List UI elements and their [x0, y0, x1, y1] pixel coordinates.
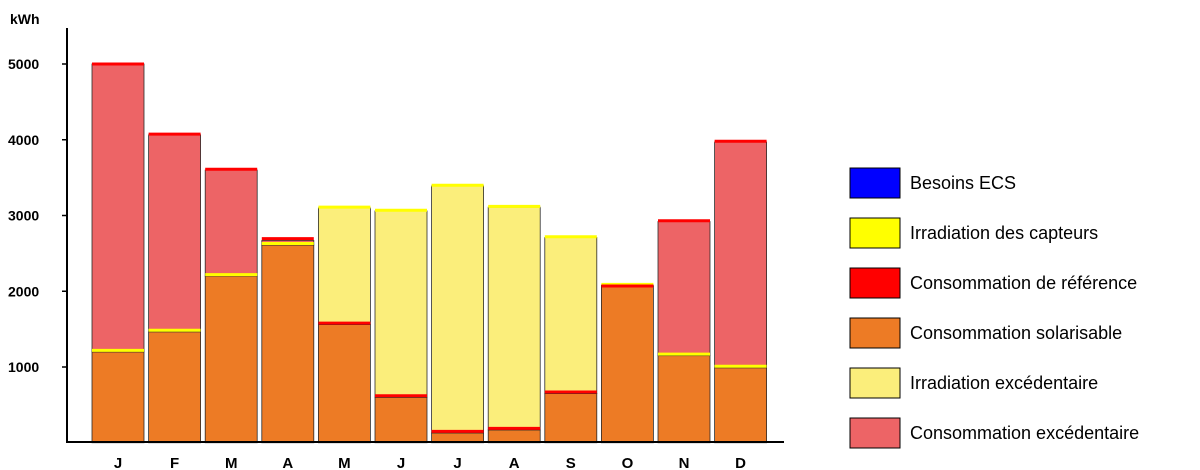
legend-swatch [849, 167, 901, 199]
legend-label: Irradiation excédentaire [910, 373, 1098, 393]
bar-segment [317, 324, 371, 444]
legend-swatch [849, 317, 901, 349]
x-tick-label: F [170, 455, 179, 470]
y-axis-label: kWh [10, 11, 40, 27]
legend-label: Consommation de référence [910, 273, 1137, 293]
x-tick-label: M [338, 455, 351, 470]
bar-segment [374, 396, 428, 444]
x-tick-label: D [735, 455, 746, 470]
bar-segment [714, 141, 767, 369]
bar-segment [204, 169, 258, 277]
x-tick-label: S [566, 455, 576, 470]
bar-segment [714, 367, 767, 444]
legend-label: Besoins ECS [910, 173, 1016, 193]
y-tick-label: 5000 [8, 56, 39, 72]
bar-segment [544, 237, 598, 394]
legend-swatch [849, 367, 901, 399]
legend-swatch [849, 217, 901, 249]
x-tick-label: J [397, 455, 405, 470]
x-tick-label: A [282, 455, 293, 470]
bar-segment [91, 351, 145, 444]
legend-label: Consommation excédentaire [910, 423, 1139, 443]
x-tick-label: J [114, 455, 122, 470]
y-tick-label: 1000 [8, 359, 39, 375]
bars-layer [91, 62, 767, 444]
y-tick-label: 3000 [8, 208, 39, 224]
bar-segment [374, 210, 428, 398]
legend-swatch [849, 267, 901, 299]
x-tick-label: J [453, 455, 461, 470]
bar-segment [601, 286, 654, 444]
axes-layer: J F M A M J J A S O N D 1000 2000 3000 4000 5000 [8, 28, 784, 470]
bar-segment [487, 429, 541, 444]
bar-segment [204, 275, 258, 444]
legend-label: Irradiation des capteurs [910, 223, 1098, 243]
x-tick-label: O [622, 455, 634, 470]
bar-segment [544, 393, 598, 444]
bar-segment [317, 207, 371, 325]
bar-segment [657, 221, 711, 357]
bar-segment [657, 355, 711, 444]
bar-segment [91, 63, 145, 353]
x-tick-label: M [225, 455, 238, 470]
y-tick-label: 4000 [8, 132, 39, 148]
legend-swatch [849, 417, 901, 449]
bar-segment [148, 331, 202, 444]
x-tick-label: N [679, 455, 690, 470]
bar-segment [261, 244, 315, 444]
legend: Besoins ECS Irradiation des capteurs Conso… [849, 167, 1139, 449]
y-tick-label: 2000 [8, 283, 39, 299]
legend-label: Consommation solarisable [910, 323, 1122, 343]
bar-segment [148, 134, 202, 333]
x-tick-label: A [509, 455, 520, 470]
bar-segment [431, 185, 485, 434]
bar-segment [487, 206, 541, 431]
